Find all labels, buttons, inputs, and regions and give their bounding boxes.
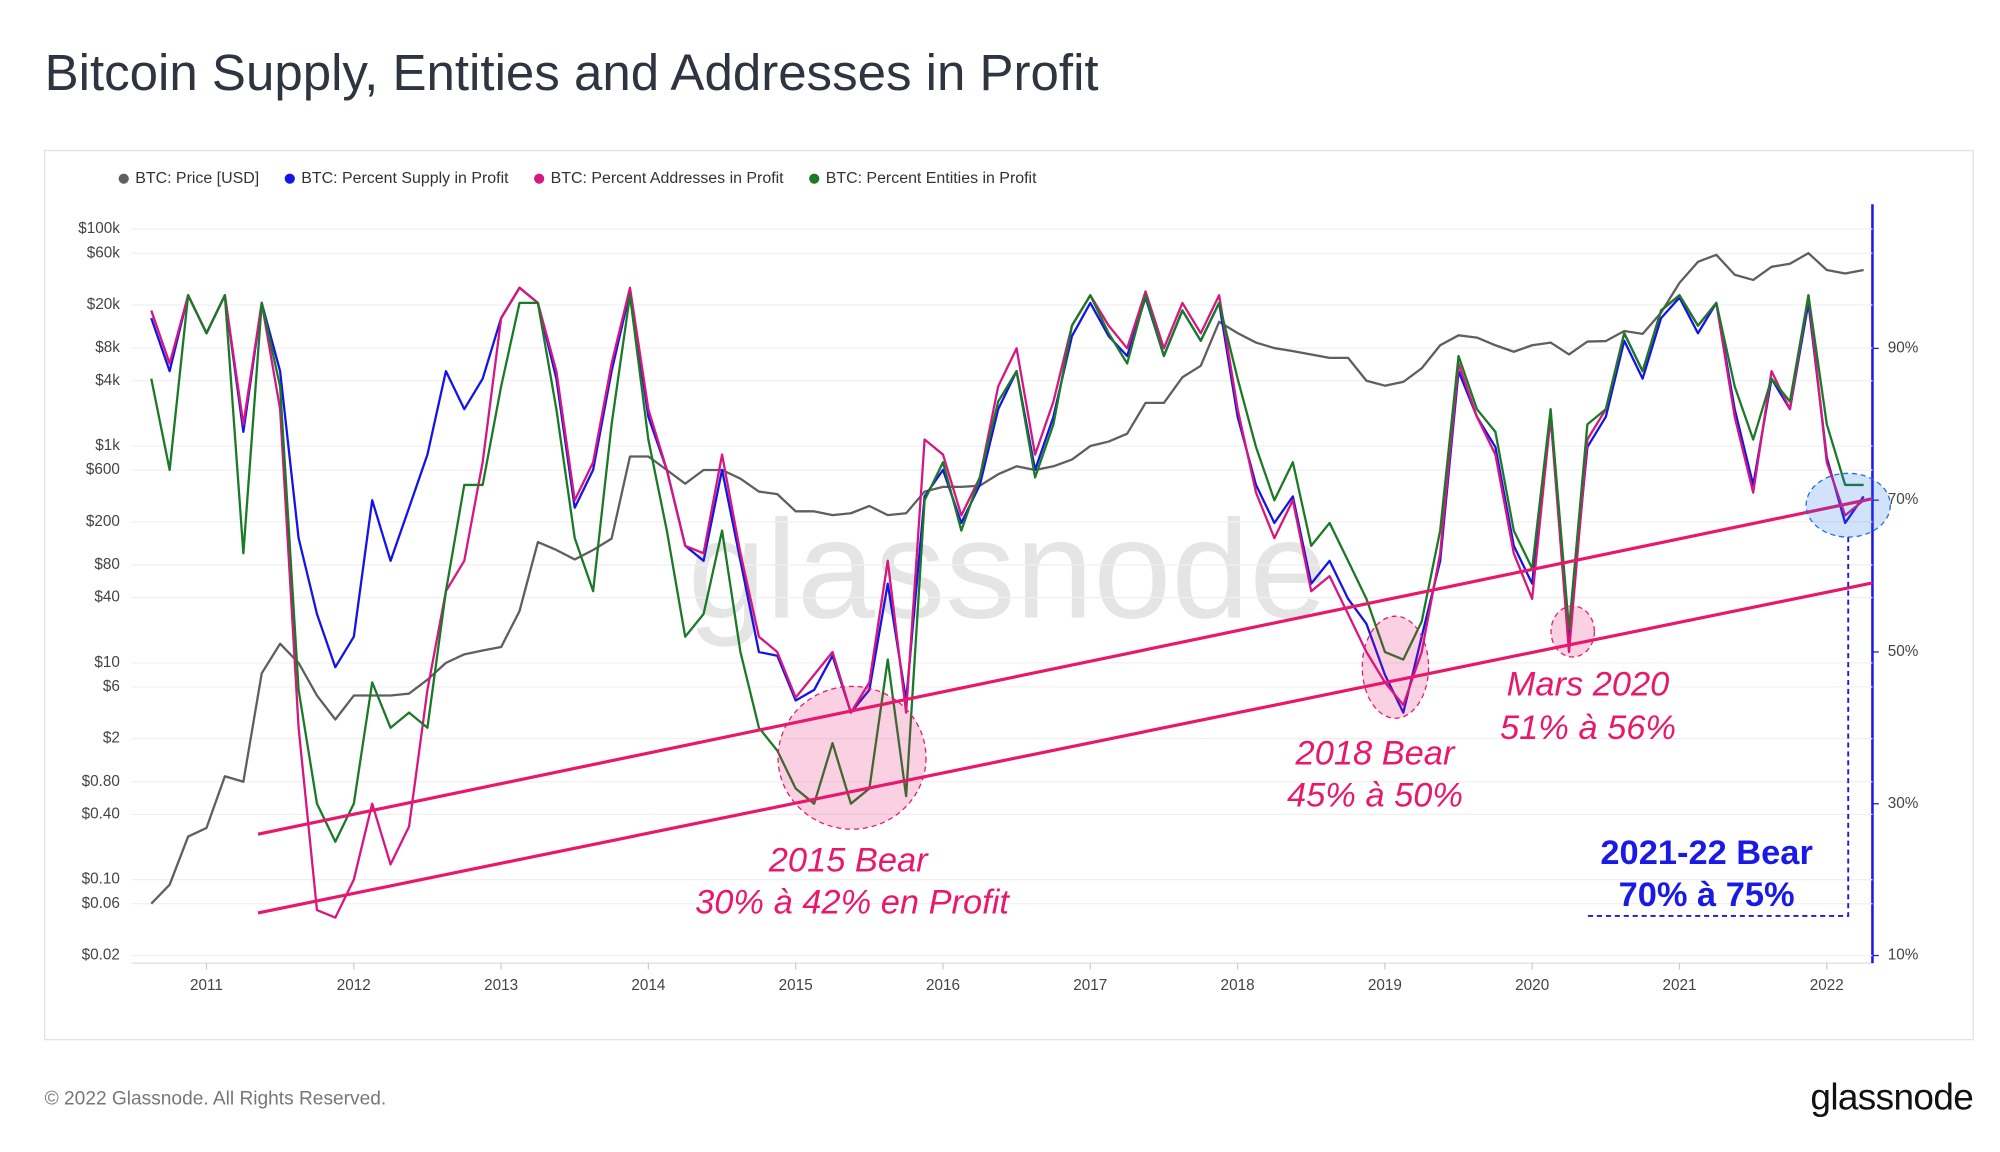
y-tick-label: $600 — [86, 461, 120, 478]
x-tick-label: 2014 — [631, 977, 666, 994]
y-tick-label: $0.80 — [82, 773, 120, 790]
series-lines — [150, 252, 1865, 919]
y2-tick-label: 10% — [1888, 947, 1919, 964]
x-tick-label: 2021 — [1662, 977, 1696, 994]
annotation: 30% à 42% en Profit — [695, 884, 1010, 922]
legend-marker — [534, 173, 545, 184]
x-tick-label: 2012 — [337, 977, 371, 994]
y-tick-label: $1k — [95, 437, 120, 454]
chart-title: Bitcoin Supply, Entities and Addresses i… — [45, 44, 1099, 101]
chart-frame — [44, 149, 1974, 1041]
callout-line — [1588, 537, 1850, 917]
x-tick-label: 2022 — [1810, 977, 1844, 994]
annotation: 45% à 50% — [1287, 776, 1463, 814]
x-tick-label: 2017 — [1073, 977, 1107, 994]
y-tick-label: $100k — [78, 220, 120, 237]
x-tick-label: 2013 — [484, 977, 518, 994]
y-tick-label: $40 — [94, 589, 120, 606]
y-tick-label: $0.40 — [82, 805, 120, 822]
x-tick-label: 2019 — [1368, 977, 1402, 994]
legend-marker — [284, 173, 295, 184]
copyright: © 2022 Glassnode. All Rights Reserved. — [45, 1089, 387, 1110]
y-tick-label: $8k — [95, 339, 120, 356]
x-tick-label: 2020 — [1515, 977, 1549, 994]
x-tick-label: 2011 — [190, 977, 223, 994]
legend-marker — [118, 173, 129, 184]
reference-lines — [257, 497, 1873, 915]
highlight-2015 — [777, 685, 927, 830]
y2-tick-label: 50% — [1888, 643, 1919, 660]
y-tick-label: $10 — [94, 654, 120, 671]
y-tick-label: $2 — [103, 730, 120, 747]
legend-label: BTC: Percent Supply in Profit — [301, 170, 509, 187]
annotation: 70% à 75% — [1619, 876, 1795, 914]
annotation: 2021-22 Bear — [1600, 834, 1812, 872]
legend-marker — [809, 173, 820, 184]
x-tick-label: 2015 — [779, 977, 813, 994]
annotation: 2015 Bear — [768, 841, 929, 879]
legend: BTC: Price [USD] BTC: Percent Supply in P… — [118, 170, 1037, 187]
legend-label: BTC: Percent Addresses in Profit — [551, 170, 785, 187]
y-tick-label: $6 — [103, 678, 120, 695]
series-line — [150, 252, 1864, 905]
trend-line — [257, 497, 1873, 836]
y2-tick-label: 90% — [1888, 339, 1919, 356]
y-tick-label: $0.10 — [82, 871, 120, 888]
series-line — [150, 286, 1865, 919]
y-tick-label: $20k — [87, 296, 121, 313]
legend-label: BTC: Percent Entities in Profit — [826, 170, 1037, 187]
watermark: glassnode — [688, 491, 1328, 648]
highlight-2020 — [1550, 605, 1596, 658]
y-tick-label: $200 — [86, 513, 120, 530]
grid: $0.02 $0.06 $0.10 $0.40 $0.80 $2 $6 $10 $40 $80 $2… — [78, 220, 1919, 994]
y-tick-label: $80 — [94, 556, 120, 573]
highlight-2018 — [1361, 615, 1430, 719]
y-tick-label: $4k — [95, 372, 120, 389]
y2-tick-label: 30% — [1888, 795, 1919, 812]
legend-label: BTC: Price [USD] — [135, 170, 259, 187]
highlight-2022 — [1805, 472, 1891, 538]
x-tick-label: 2016 — [926, 977, 960, 994]
logo: glassnode — [1810, 1076, 1973, 1117]
y-tick-label: $0.06 — [82, 895, 120, 912]
annotation: 2018 Bear — [1295, 734, 1456, 772]
y-tick-label: $60k — [87, 244, 121, 261]
series-line — [150, 294, 1864, 843]
y2-tick-label: 70% — [1888, 491, 1919, 508]
annotation: Mars 2020 — [1507, 665, 1670, 703]
y-tick-label: $0.02 — [82, 947, 120, 964]
trend-line — [257, 581, 1873, 915]
annotation: 51% à 56% — [1500, 709, 1676, 747]
x-tick-label: 2018 — [1221, 977, 1255, 994]
